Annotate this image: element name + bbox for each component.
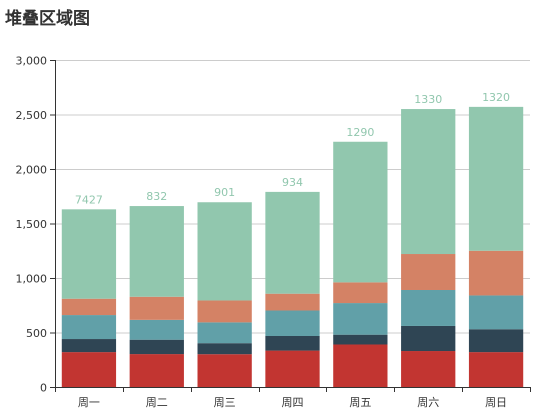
data-label: 901 [214, 186, 235, 199]
bar-segment [401, 325, 456, 352]
bar-segment [265, 191, 320, 294]
bar-segment [61, 315, 117, 340]
bar-segment [61, 209, 117, 299]
bar-segment [401, 254, 456, 290]
y-tick-label: 2,000 [16, 164, 48, 177]
bar-segment [197, 343, 252, 355]
bar-segment [333, 344, 388, 387]
x-tick-label: 周六 [417, 396, 439, 409]
bar-segment [129, 354, 184, 387]
data-labels: 7427 832 901 934 1290 1330 1320 [75, 91, 510, 206]
bar-segment [61, 298, 117, 316]
bar-segment [197, 202, 252, 301]
bar-segment [265, 350, 320, 387]
bar-segment [265, 310, 320, 336]
bar-stacks [61, 106, 524, 387]
bar-segment [129, 319, 184, 340]
y-tick-label: 500 [26, 327, 47, 340]
bar-segment [129, 339, 184, 355]
bar-segment [333, 282, 388, 304]
x-tick-label: 周五 [349, 396, 371, 409]
bar-segment [333, 334, 388, 345]
x-tick-label: 周四 [282, 396, 304, 409]
x-tick-label: 周二 [146, 396, 168, 409]
bar-segment [333, 141, 388, 283]
bar-segment [468, 106, 524, 251]
x-tick-label: 周日 [485, 396, 507, 409]
bar-segment [468, 250, 524, 296]
bar-segment [129, 296, 184, 320]
bar-segment [197, 322, 252, 344]
bar-segment [401, 289, 456, 326]
y-tick-label: 2,500 [16, 109, 48, 122]
bar-segment [265, 335, 320, 351]
y-tick-label: 0 [40, 382, 47, 395]
bar-segment [129, 206, 184, 297]
x-tick-label: 周三 [214, 396, 236, 409]
bar-segment [401, 109, 456, 255]
axes: 0 500 1,000 1,500 2,000 2,500 3,000 周一 周二 周三 周四 周五 周… [16, 55, 531, 409]
bar-segment [197, 300, 252, 323]
bar-segment [197, 354, 252, 387]
bar-segment [61, 352, 117, 387]
y-tick-label: 1,000 [16, 273, 48, 286]
x-tick-label: 周一 [78, 396, 100, 409]
bar-segment [468, 295, 524, 330]
bar-segment [61, 339, 117, 353]
y-tick-label: 3,000 [16, 55, 48, 68]
data-label: 1320 [482, 91, 510, 104]
bar-segment [401, 351, 456, 387]
data-label: 934 [282, 176, 303, 189]
chart-title: 堆叠区域图 [5, 9, 90, 29]
bar-segment [265, 293, 320, 311]
data-label: 832 [146, 190, 167, 203]
bar-segment [333, 303, 388, 335]
data-label: 1290 [346, 126, 374, 139]
bar-segment [468, 352, 524, 387]
y-tick-label: 1,500 [16, 218, 48, 231]
bar-segment [468, 329, 524, 353]
data-label: 1330 [414, 93, 442, 106]
data-label: 7427 [75, 193, 103, 206]
